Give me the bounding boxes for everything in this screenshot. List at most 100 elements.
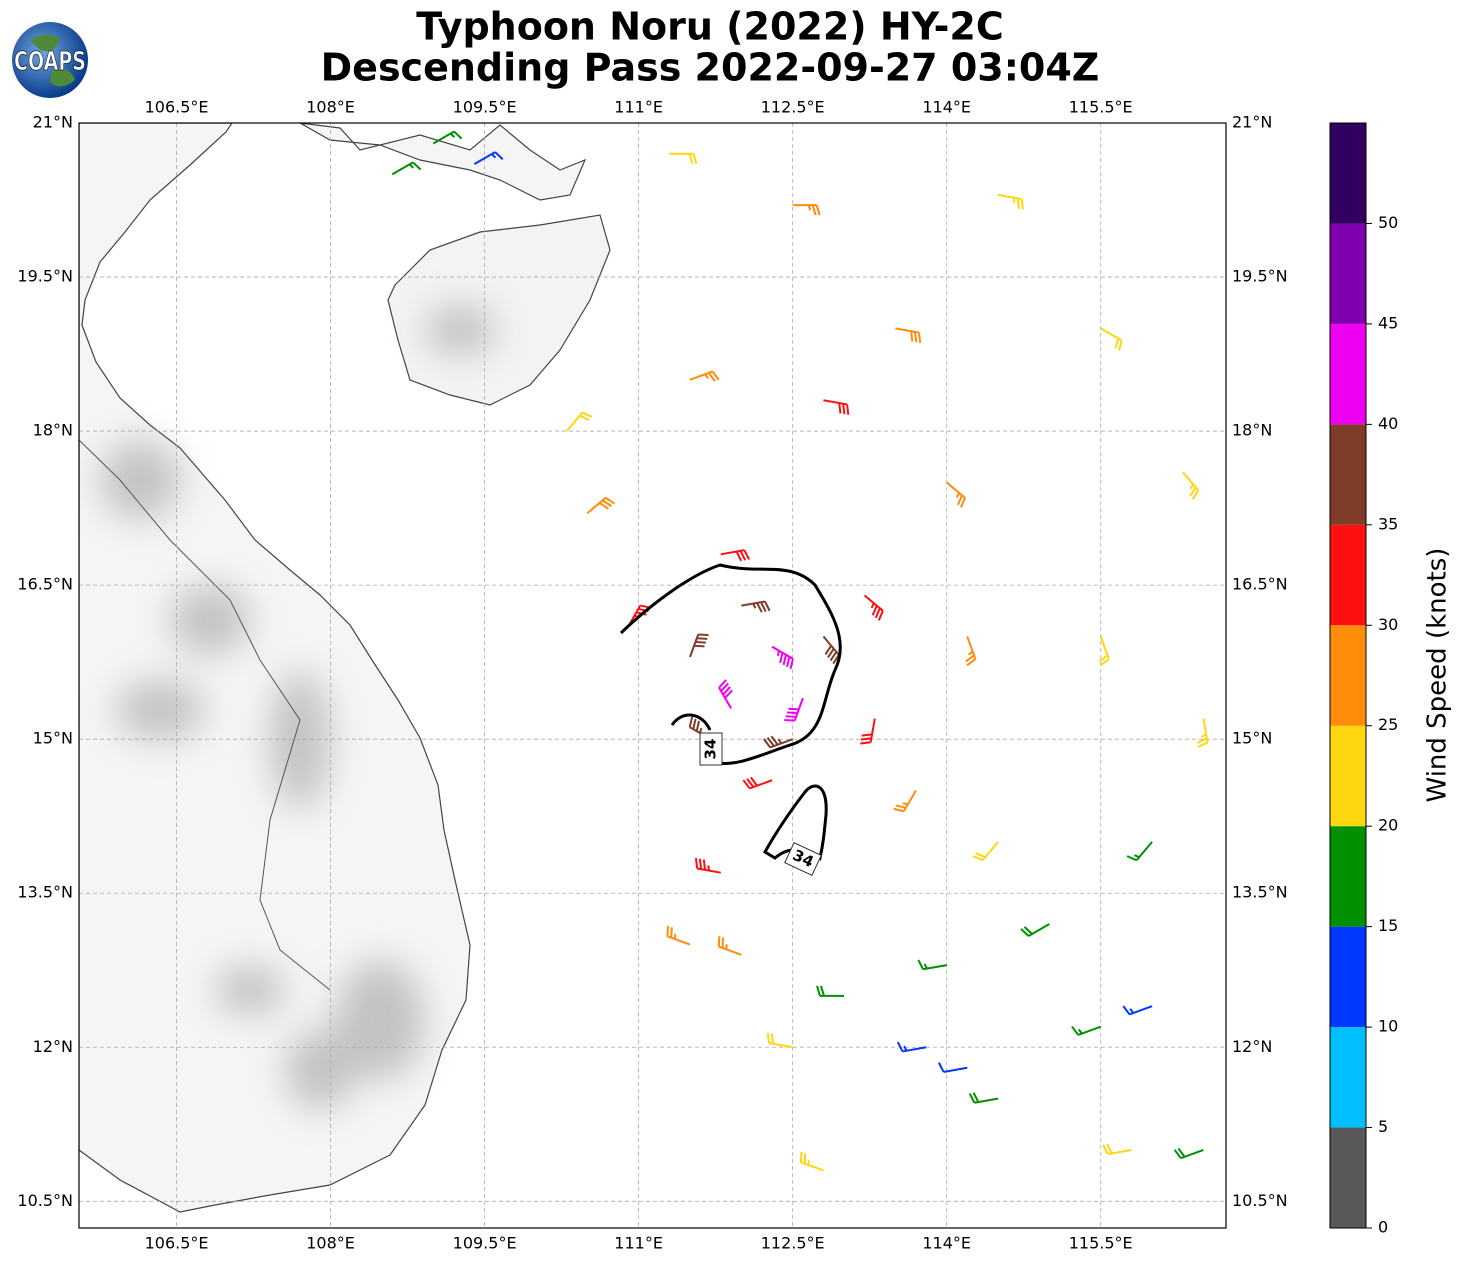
x-tick-label: 111°E [614, 98, 663, 117]
y-tick-label: 13.5°N [17, 883, 73, 902]
wind-barb [895, 327, 922, 344]
colorbar-segment [1330, 826, 1366, 927]
wind-barb [586, 496, 615, 515]
colorbar-tick-label: 15 [1378, 916, 1398, 935]
x-tick-label: 112.5°E [761, 98, 825, 117]
colorbar-tick-label: 40 [1378, 414, 1398, 433]
colorbar-segment [1330, 1027, 1366, 1128]
colorbar-segment [1330, 424, 1366, 525]
wind-barb [946, 481, 966, 508]
wind-barb [1071, 1025, 1102, 1036]
contour-34 [670, 713, 712, 731]
colorbar-tick-label: 5 [1378, 1117, 1388, 1136]
wind-barb [1100, 327, 1123, 351]
logo: COAPS [12, 22, 88, 98]
wind-barb [1182, 471, 1200, 500]
wind-barb [822, 635, 840, 665]
wind-barb [972, 841, 999, 862]
wind-barb [863, 594, 884, 621]
wind-barb [391, 161, 422, 176]
y-tick-label: 18°N [1232, 421, 1272, 440]
y-tick-label: 12°N [1232, 1037, 1272, 1056]
colorbar-tick-label: 25 [1378, 715, 1398, 734]
y-tick-label: 21°N [33, 113, 73, 132]
wind-barb [965, 636, 977, 667]
wind-barb [432, 130, 463, 145]
wind-barb [763, 735, 794, 749]
y-tick-label: 15°N [33, 729, 73, 748]
y-tick-label: 13.5°N [1232, 883, 1288, 902]
colorbar-tick-label: 35 [1378, 514, 1398, 533]
terrain [100, 305, 495, 1110]
wind-barb [997, 193, 1024, 210]
wind-barb [742, 776, 773, 790]
wind-barb [1197, 718, 1209, 748]
colorbar-label: Wind Speed (knots) [1423, 548, 1453, 803]
contour-34 [619, 563, 842, 765]
wind-barb [917, 959, 947, 971]
wind-barb [689, 633, 709, 658]
y-tick-label: 19.5°N [17, 267, 73, 286]
y-tick-label: 10.5°N [1232, 1191, 1288, 1210]
colorbar-segment [1330, 323, 1366, 425]
wind-barb [893, 790, 917, 813]
colorbar-segment [1330, 524, 1366, 626]
colorbar-segment [1330, 926, 1366, 1028]
colorbar-tick-label: 45 [1378, 313, 1398, 332]
x-tick-label: 108°E [306, 98, 355, 117]
wind-barb [766, 1032, 793, 1049]
x-tick-label: 109.5°E [453, 98, 517, 117]
colorbar-tick-label: 0 [1378, 1218, 1388, 1237]
wind-barb [784, 697, 804, 722]
wind-barb [896, 1041, 927, 1053]
logo-text: COAPS [14, 47, 86, 77]
land-hainan [387, 214, 611, 406]
y-tick-label: 15°N [1232, 729, 1272, 748]
chart-subtitle: Descending Pass 2022-09-27 03:04Z [321, 46, 1100, 90]
colorbar: 0 5 10 15 20 25 30 35 40 45 50 [1329, 122, 1398, 1237]
wind-barb [565, 411, 593, 432]
wind-barb [717, 936, 742, 956]
x-tick-label: 106.5°E [145, 1234, 209, 1253]
colorbar-tick-label: 10 [1378, 1017, 1398, 1036]
grid: 106.5°E 106.5°E 108°E 108°E 109.5°E 109.5°E 11… [17, 98, 1287, 1253]
wind-barb [823, 399, 850, 415]
logo-land [30, 34, 75, 87]
contour-label: 34 [702, 739, 720, 760]
y-tick-label: 16.5°N [1232, 575, 1288, 594]
x-tick-label: 114°E [922, 98, 971, 117]
land-china [299, 123, 587, 201]
wind-barb [1020, 923, 1050, 937]
y-tick-label: 12°N [33, 1037, 73, 1056]
wind-barb [694, 858, 721, 874]
border [79, 439, 331, 991]
colorbar-tick-label: 20 [1378, 816, 1398, 835]
colorbar-frame [1329, 122, 1367, 1229]
wind-barb [669, 152, 698, 165]
x-tick-label: 109.5°E [453, 1234, 517, 1253]
wind-barbs [391, 130, 1209, 1172]
colorbar-segment [1330, 123, 1366, 224]
wind-barb [1122, 1005, 1153, 1016]
y-tick-label: 19.5°N [1232, 267, 1288, 286]
wind-barb [1173, 1147, 1204, 1160]
x-tick-label: 112.5°E [761, 1234, 825, 1253]
wind-barb [718, 679, 733, 709]
wind-barb [816, 985, 845, 997]
basemap [79, 123, 611, 1213]
wind-barb [689, 370, 720, 382]
chart-title: Typhoon Noru (2022) HY-2C [416, 5, 1003, 49]
wind-barb [1102, 1143, 1132, 1156]
colorbar-segment [1330, 725, 1366, 827]
wind-barb [741, 600, 771, 613]
x-tick-label: 114°E [922, 1234, 971, 1253]
wind-barb [1126, 841, 1153, 862]
contour-label-box [699, 732, 723, 766]
colorbar-tick-label: 30 [1378, 615, 1398, 634]
y-tick-label: 10.5°N [17, 1191, 73, 1210]
colorbar-segment [1330, 1127, 1366, 1228]
y-tick-label: 18°N [33, 421, 73, 440]
wind-barb [938, 1062, 968, 1073]
plot-frame [78, 122, 1227, 1229]
colorbar-segment [1330, 625, 1366, 726]
